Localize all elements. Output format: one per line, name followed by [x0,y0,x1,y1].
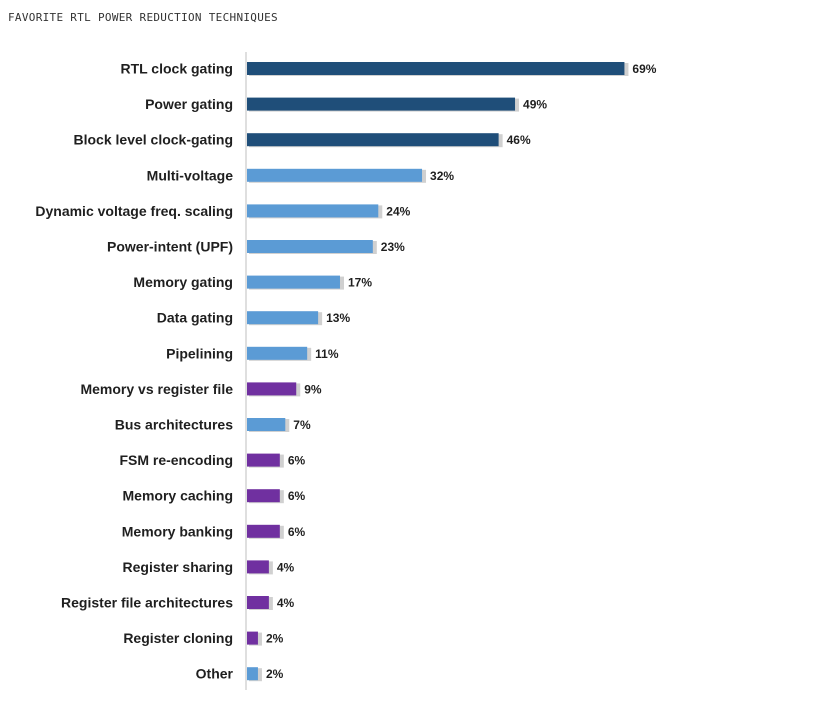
value-label: 11% [315,347,339,361]
value-label: 6% [288,525,306,539]
bar [247,168,423,182]
value-label: 6% [288,489,306,503]
bar [247,631,258,645]
category-label: Pipelining [166,345,233,361]
value-label: 69% [632,62,656,76]
bar [247,311,319,325]
value-label: 24% [386,204,410,218]
category-label: Dynamic voltage freq. scaling [35,203,233,219]
value-label: 9% [304,382,322,396]
category-label: Register file architectures [61,595,233,611]
value-label: 4% [277,596,295,610]
value-label: 17% [348,276,372,290]
value-label: 32% [430,169,454,183]
value-label: 2% [266,667,284,681]
category-label: Register sharing [123,559,233,575]
category-label: Memory gating [133,274,233,290]
bar [247,489,280,503]
bar [247,97,516,111]
value-label: 49% [523,98,547,112]
category-label: FSM re-encoding [119,452,233,468]
bar [247,204,379,218]
category-label: Other [196,666,234,682]
value-label: 7% [293,418,311,432]
bar [247,275,340,289]
category-label: Memory banking [122,523,233,539]
bar [247,62,625,75]
category-label: Bus architectures [115,417,233,433]
value-label: 2% [266,632,284,646]
chart-title: FAVORITE RTL POWER REDUCTION TECHNIQUES [8,11,278,24]
category-label: Data gating [157,310,233,326]
category-label: Register cloning [123,630,233,646]
category-label: Block level clock-gating [74,132,234,148]
category-label: Memory vs register file [80,381,233,397]
value-label: 4% [277,560,295,574]
bar [247,346,308,360]
bar [247,667,258,681]
value-label: 46% [507,133,531,147]
bar [247,133,499,147]
bars-group: RTL clock gating 69% Power gating 49% Block … [35,61,656,682]
bar [247,596,269,609]
category-label: Power-intent (UPF) [107,239,233,255]
bar [247,382,297,396]
value-label: 6% [288,454,306,468]
category-label: RTL clock gating [120,61,233,77]
bar [247,240,373,253]
bar [247,524,280,538]
category-label: Memory caching [123,488,233,504]
value-label: 23% [381,240,405,254]
category-label: Multi-voltage [147,167,234,183]
bar [247,418,286,431]
category-label: Power gating [145,96,233,112]
bar [247,560,269,574]
bar [247,453,280,467]
value-label: 13% [326,311,350,325]
